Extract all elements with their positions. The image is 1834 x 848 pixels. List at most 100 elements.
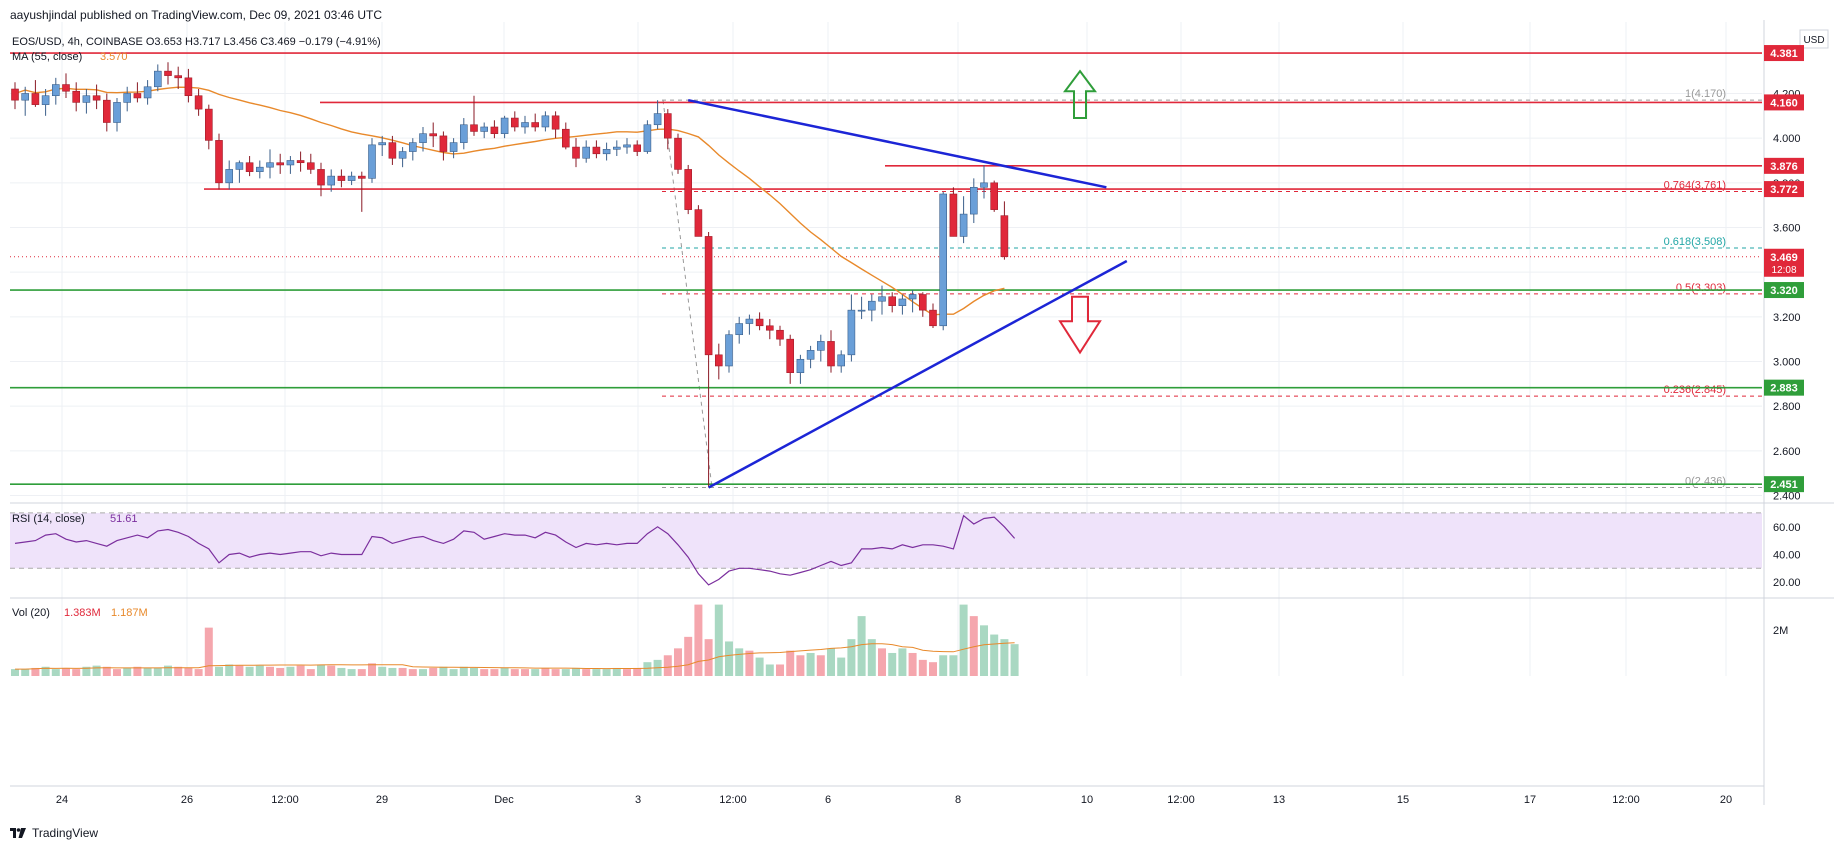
- candle-body: [612, 146, 621, 150]
- ma-legend-name: MA (55, close): [12, 51, 82, 63]
- price-tick-label: 3.600: [1773, 222, 1801, 234]
- tradingview-brand[interactable]: TradingView: [10, 826, 98, 840]
- time-tick-label: 12:00: [1612, 794, 1640, 806]
- volume-bar: [378, 666, 387, 676]
- rsi-legend-name: RSI (14, close): [12, 513, 85, 525]
- volume-bar: [796, 655, 805, 676]
- up-arrow-icon: [1063, 69, 1097, 120]
- volume-bar: [959, 604, 968, 676]
- candle-body: [765, 325, 774, 331]
- candle-body: [368, 144, 376, 179]
- candle-body: [103, 99, 111, 123]
- candle-body: [470, 124, 478, 132]
- volume-bar: [184, 667, 193, 676]
- tradingview-logo-icon: [10, 828, 26, 838]
- volume-bar: [561, 669, 570, 676]
- volume-bar: [113, 669, 121, 676]
- time-tick-label: 13: [1273, 794, 1285, 806]
- price-tick-label: 3.000: [1773, 357, 1801, 369]
- candle-body: [602, 149, 611, 155]
- fibonacci-levels: 1(4.170)0.764(3.761)0.618(3.508)0.5(3.30…: [662, 88, 1762, 488]
- price-tag-label: 3.469: [1770, 252, 1798, 264]
- volume-bar: [929, 662, 937, 676]
- candle-body: [357, 175, 366, 179]
- candle-body: [847, 309, 856, 356]
- candle-body: [541, 115, 550, 128]
- time-tick-label: 24: [56, 794, 68, 806]
- volume-bar: [72, 669, 81, 676]
- volume-bar: [143, 667, 152, 676]
- candle-body: [490, 126, 499, 134]
- price-tick-label: 3.200: [1773, 312, 1801, 324]
- candle-body: [123, 93, 131, 103]
- volume-bar: [531, 669, 540, 676]
- candle-body: [592, 146, 601, 155]
- candle-body: [306, 162, 315, 170]
- volume-bar: [337, 667, 346, 676]
- volume-bar: [164, 665, 172, 676]
- volume-bar: [969, 616, 978, 676]
- volume-bar: [663, 655, 672, 676]
- candle-body: [561, 128, 570, 148]
- time-tick-label: 15: [1397, 794, 1409, 806]
- candle-body: [21, 93, 30, 101]
- candle-body: [776, 329, 784, 340]
- candle-body: [623, 144, 631, 148]
- candle-body: [551, 115, 560, 130]
- price-tag-label: 2.883: [1770, 383, 1798, 395]
- volume-bar: [725, 641, 733, 676]
- candle-body: [31, 93, 40, 105]
- volume-bar: [704, 639, 713, 676]
- candle-body: [633, 144, 642, 152]
- fib-level-label: 0.236(2.845): [1664, 384, 1726, 396]
- candle-body: [1000, 215, 1009, 258]
- price-tag-label: 2.451: [1770, 479, 1798, 491]
- price-tag-label: 3.876: [1770, 161, 1798, 173]
- volume-bar: [133, 666, 142, 676]
- horizontal-levels: [10, 52, 1762, 485]
- price-tag-label: 3.320: [1770, 285, 1798, 297]
- volume-bar: [612, 667, 621, 676]
- volume-bar: [714, 604, 723, 676]
- volume-bar: [786, 650, 795, 676]
- volume-bar: [388, 667, 397, 676]
- candle-body: [154, 70, 162, 88]
- price-tag: [1764, 157, 1804, 174]
- price-tick-label: 2.400: [1773, 491, 1801, 503]
- volume-bar: [439, 666, 448, 676]
- volume-bar: [633, 667, 642, 676]
- candle-body: [837, 354, 846, 367]
- candle-body: [918, 294, 927, 311]
- candle-body: [215, 140, 223, 184]
- volume-bar: [1000, 639, 1009, 676]
- candle-body: [827, 341, 835, 367]
- volume-bar: [1010, 644, 1019, 676]
- candle-body: [674, 137, 682, 170]
- time-tick-label: 12:00: [1167, 794, 1195, 806]
- currency-box: [1799, 29, 1829, 49]
- rsi-legend-value: 51.61: [110, 513, 138, 525]
- candle-body: [867, 300, 876, 311]
- volume-bar: [867, 639, 876, 676]
- volume-bar: [684, 636, 693, 676]
- fib-diagonal: [662, 100, 713, 488]
- candle-body: [735, 323, 744, 336]
- time-tick-label: 6: [825, 794, 831, 806]
- volume-bar: [286, 666, 295, 676]
- time-tick-label: 12:00: [271, 794, 299, 806]
- candle-body: [429, 133, 438, 137]
- fib-level-label: 0.618(3.508): [1664, 236, 1726, 248]
- volume-bar: [276, 667, 285, 676]
- publisher-credit: aayushjindal published on TradingView.co…: [10, 8, 383, 22]
- volume-bar: [419, 669, 427, 676]
- grid-lines: [10, 22, 1762, 676]
- volume-bar: [939, 655, 948, 676]
- volume-bar: [317, 664, 325, 676]
- volume-bar: [490, 669, 499, 676]
- candle-body: [572, 146, 580, 159]
- candle-body: [439, 135, 448, 152]
- price-tag: [1764, 45, 1804, 62]
- volume-bar: [755, 657, 764, 676]
- candle-body: [62, 84, 70, 92]
